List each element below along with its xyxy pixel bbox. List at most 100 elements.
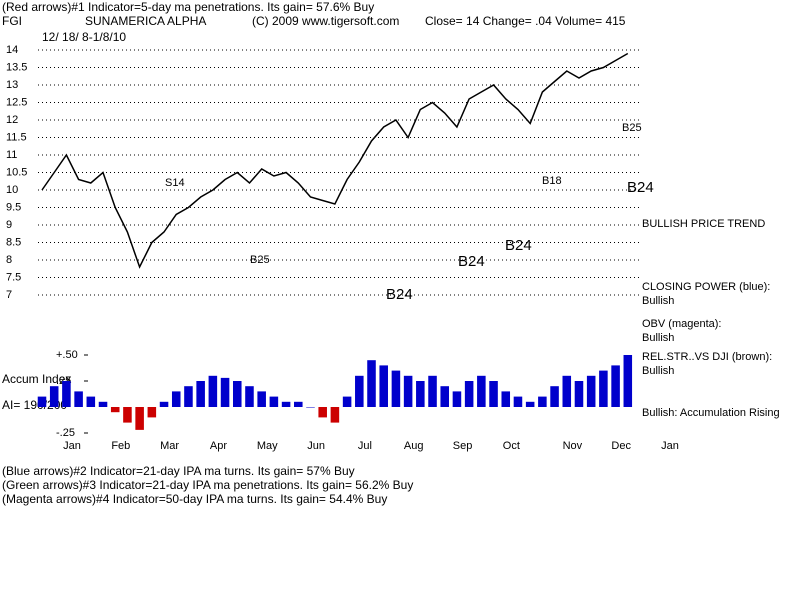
y-tick-label: 11 (6, 149, 17, 161)
bar (74, 391, 83, 407)
annotation: B18 (542, 175, 562, 187)
bar (416, 381, 425, 407)
annotation: S14 (165, 177, 185, 189)
bar (538, 396, 547, 407)
y-tick-label: 8.5 (6, 236, 21, 248)
y-tick-label: 11.5 (6, 131, 27, 143)
y-tick-label: 7.5 (6, 271, 21, 283)
bar (98, 401, 108, 407)
annotation: B25 (250, 254, 270, 266)
x-tick-label: Dec (611, 440, 631, 452)
annotation: B25 (622, 122, 642, 134)
bar (428, 375, 437, 407)
fund-name: SUNAMERICA ALPHA (85, 14, 206, 28)
x-tick-label: Jan (63, 440, 81, 452)
site: (C) 2009 www.tigersoft.com (252, 14, 399, 28)
x-tick-label: Nov (563, 440, 583, 452)
price-line (41, 52, 629, 269)
annotation: B24 (386, 286, 413, 303)
y-tick-label: 13 (6, 79, 18, 91)
side-label: CLOSING POWER (blue): (642, 281, 770, 293)
bar (525, 401, 535, 407)
y-tick-label: 14 (6, 44, 18, 56)
side-label: Bullish (642, 332, 674, 344)
x-tick-label: Apr (210, 440, 227, 452)
x-tick-label: Jun (307, 440, 325, 452)
y-tick-label: 12 (6, 114, 18, 126)
annotation: B24 (458, 253, 485, 270)
bar (171, 391, 181, 407)
bar (281, 401, 291, 407)
y-tick-label: 9 (6, 219, 12, 231)
bar (550, 386, 559, 407)
y-tick-label: 12.5 (6, 96, 27, 108)
side-label: Bullish (642, 365, 674, 377)
y-tick-label: -.25 (56, 427, 75, 439)
bar (220, 377, 230, 407)
bar (513, 396, 523, 407)
bar (599, 370, 608, 407)
dates: 12/ 18/ 8-1/8/10 (42, 30, 126, 44)
bar (477, 375, 486, 407)
x-tick-label: Feb (111, 440, 130, 452)
y-tick-label: 8 (6, 254, 12, 266)
bar (49, 386, 59, 407)
x-tick-label: Aug (404, 440, 424, 452)
bar (342, 396, 352, 407)
y-tick-label: 9.5 (6, 201, 21, 213)
x-tick-label: Oct (503, 440, 520, 452)
bar (489, 381, 498, 407)
bar (452, 391, 462, 407)
x-tick-label: Mar (160, 440, 179, 452)
bar (147, 407, 157, 418)
bar (562, 375, 572, 407)
side-label: Bullish (642, 295, 674, 307)
bar (184, 386, 193, 407)
side-label: REL.STR..VS DJI (brown): (642, 351, 772, 363)
bar (257, 391, 266, 407)
y-tick-label: 7 (6, 289, 12, 301)
x-tick-label: Sep (453, 440, 473, 452)
bar (62, 381, 71, 407)
y-tick-label: 10 (6, 184, 18, 196)
x-tick-label: May (257, 440, 278, 452)
bar (245, 386, 254, 407)
stats: Close= 14 Change= .04 Volume= 415 (425, 14, 626, 28)
bar (110, 407, 120, 413)
y-tick-label: 10.5 (6, 166, 27, 178)
bar (330, 407, 340, 423)
bar (403, 375, 413, 407)
annotation: BULLISH PRICE TREND (642, 218, 765, 230)
annotation: B24 (505, 237, 532, 254)
bar (391, 370, 401, 407)
bar (159, 401, 169, 407)
bar (269, 396, 279, 407)
bar (196, 381, 205, 407)
y-tick-label: 13.5 (6, 61, 27, 73)
side-label: Bullish: Accumulation Rising (642, 407, 780, 419)
bar (586, 375, 596, 407)
footer-line: (Magenta arrows)#4 Indicator=50-day IPA … (2, 492, 387, 506)
bar (355, 375, 364, 407)
footer-line: (Green arrows)#3 Indicator=21-day IPA ma… (2, 478, 413, 492)
header-line: (Red arrows)#1 Indicator=5-day ma penetr… (2, 0, 374, 14)
bar (123, 407, 132, 423)
footer-line: (Blue arrows)#2 Indicator=21-day IPA ma … (2, 464, 355, 478)
bar (379, 365, 388, 407)
bar (232, 381, 242, 407)
bar (135, 407, 144, 430)
accum-title: Accum Index (2, 372, 71, 386)
bar (37, 396, 47, 407)
bar (623, 355, 633, 407)
symbol: FGI (2, 14, 22, 28)
bar (574, 381, 584, 407)
bar (611, 365, 620, 407)
x-tick-label: Jan (661, 440, 679, 452)
bar (86, 396, 96, 407)
bar (318, 407, 327, 418)
y-tick-label: +.50 (56, 349, 78, 361)
bar (306, 407, 315, 408)
side-label: OBV (magenta): (642, 318, 721, 330)
annotation: B24 (627, 179, 654, 196)
